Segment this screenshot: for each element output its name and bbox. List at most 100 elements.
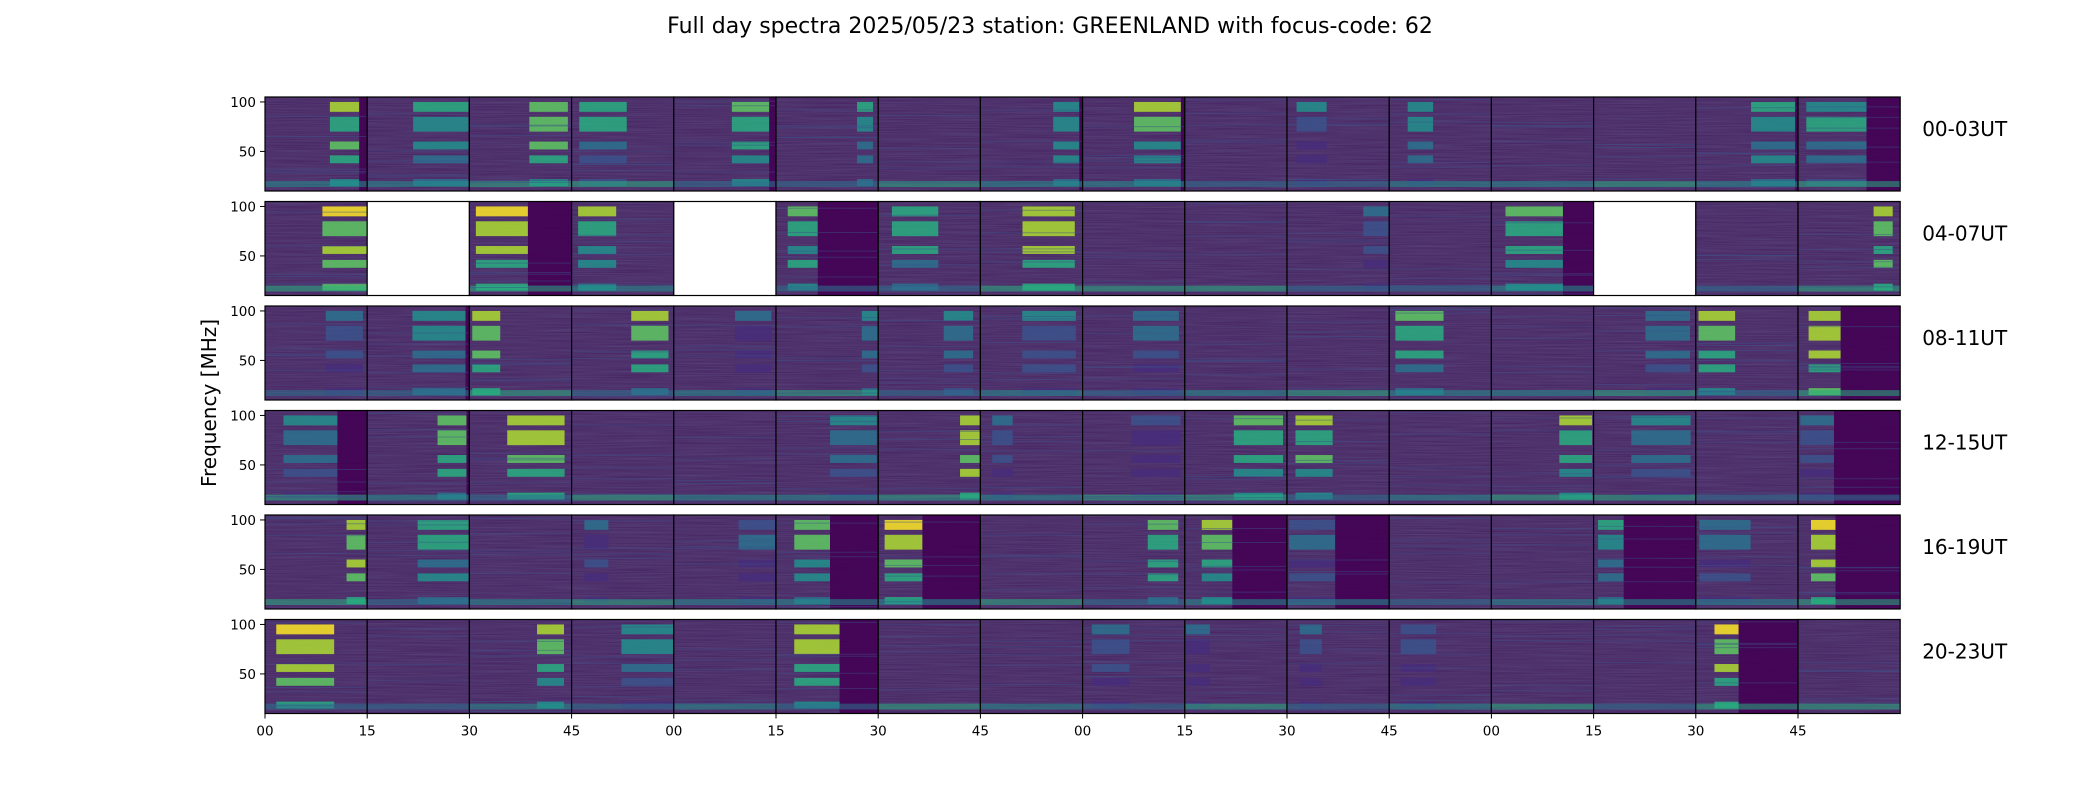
panel-r1-c11 bbox=[1388, 200, 1492, 297]
panel-r2-c11 bbox=[1388, 305, 1492, 401]
burst-band bbox=[579, 116, 627, 132]
panel-r0-c14 bbox=[1695, 96, 1799, 192]
panel-r3-c0 bbox=[264, 409, 368, 506]
burst-band bbox=[621, 664, 674, 672]
panel-r0-c4 bbox=[673, 96, 777, 192]
burst-band bbox=[584, 559, 609, 568]
burst-band bbox=[1407, 101, 1434, 112]
low-freq-band bbox=[980, 181, 1083, 188]
panel-noise bbox=[1593, 619, 1696, 714]
panel-r0-c1 bbox=[366, 96, 471, 192]
panel-noise bbox=[1491, 515, 1594, 609]
panel-r5-c2 bbox=[468, 618, 573, 715]
burst-band bbox=[1505, 221, 1563, 237]
panel-r3-c15 bbox=[1797, 409, 1901, 506]
low-freq-band bbox=[571, 494, 674, 501]
burst-band bbox=[884, 573, 923, 582]
quiet-region bbox=[1840, 306, 1901, 400]
panel-noise bbox=[878, 619, 981, 714]
low-freq-band bbox=[1287, 285, 1390, 292]
low-freq-band bbox=[265, 599, 368, 606]
panel-r0-c2 bbox=[468, 96, 573, 192]
panel-r4-c4 bbox=[673, 514, 777, 610]
burst-band bbox=[857, 101, 874, 112]
panel-r0-c5 bbox=[775, 96, 879, 192]
burst-band bbox=[738, 573, 776, 582]
burst-band bbox=[412, 325, 466, 341]
burst-band bbox=[1091, 664, 1130, 672]
burst-band bbox=[731, 101, 770, 112]
panel-r0-c0 bbox=[264, 96, 368, 192]
quiet-region bbox=[817, 201, 879, 296]
burst-band bbox=[1714, 624, 1739, 635]
x-tick-label: 45 bbox=[1381, 724, 1398, 740]
burst-band bbox=[413, 101, 469, 112]
burst-band bbox=[735, 364, 772, 373]
burst-band bbox=[1134, 155, 1181, 164]
burst-band bbox=[738, 519, 776, 530]
low-freq-band bbox=[980, 390, 1083, 397]
panel-noise bbox=[776, 306, 879, 400]
burst-band bbox=[1022, 310, 1076, 321]
burst-band bbox=[731, 141, 770, 150]
panel-r3-c10 bbox=[1286, 409, 1390, 506]
panel-noise bbox=[1082, 201, 1185, 296]
low-freq-band bbox=[1389, 494, 1492, 501]
burst-band bbox=[1598, 573, 1624, 582]
burst-band bbox=[794, 519, 831, 530]
y-tick-label: 100 bbox=[230, 304, 256, 320]
burst-band bbox=[631, 325, 669, 341]
panel-r4-c5 bbox=[775, 514, 879, 610]
burst-band bbox=[1751, 116, 1796, 132]
burst-band bbox=[1053, 101, 1080, 112]
burst-band bbox=[1185, 639, 1210, 655]
burst-band bbox=[579, 155, 627, 164]
y-tick-label: 50 bbox=[239, 249, 256, 265]
panel-noise bbox=[980, 619, 1083, 714]
panel-r0-c8 bbox=[1081, 96, 1186, 192]
panel-r0-c6 bbox=[877, 96, 982, 192]
burst-band bbox=[1810, 534, 1836, 550]
low-freq-band bbox=[469, 390, 572, 397]
panel-noise bbox=[1695, 201, 1798, 296]
panel-r5-c10 bbox=[1286, 618, 1390, 715]
x-tick-label: 00 bbox=[256, 724, 273, 740]
burst-band bbox=[1295, 468, 1333, 477]
burst-band bbox=[1201, 534, 1233, 550]
burst-band bbox=[537, 664, 565, 672]
burst-band bbox=[1132, 310, 1179, 321]
burst-band bbox=[1505, 246, 1563, 254]
burst-band bbox=[1631, 415, 1691, 426]
panel-noise bbox=[878, 97, 981, 191]
burst-band bbox=[1053, 141, 1080, 150]
burst-band bbox=[329, 155, 360, 164]
panel-r4-c13 bbox=[1592, 514, 1697, 610]
burst-band bbox=[1400, 677, 1437, 686]
quiet-region bbox=[922, 515, 981, 609]
burst-band bbox=[322, 259, 367, 268]
x-tick-label: 15 bbox=[1176, 724, 1193, 740]
low-freq-band bbox=[469, 494, 572, 501]
low-freq-band bbox=[1491, 390, 1594, 397]
burst-band bbox=[437, 430, 467, 446]
panel-r5-c8 bbox=[1081, 618, 1186, 715]
burst-band bbox=[1091, 624, 1130, 635]
burst-band bbox=[413, 155, 469, 164]
low-freq-band bbox=[980, 703, 1083, 710]
panel-r4-c6 bbox=[877, 514, 982, 610]
low-freq-band bbox=[673, 181, 776, 188]
panel-noise bbox=[1593, 97, 1696, 191]
low-freq-band bbox=[1082, 285, 1185, 292]
burst-band bbox=[322, 206, 367, 217]
quiet-region bbox=[1835, 515, 1901, 609]
low-freq-band bbox=[1695, 703, 1798, 710]
low-freq-band bbox=[1082, 599, 1185, 606]
burst-band bbox=[631, 364, 669, 373]
burst-band bbox=[794, 664, 840, 672]
burst-band bbox=[507, 415, 565, 426]
panel-noise bbox=[367, 619, 470, 714]
burst-band bbox=[1395, 364, 1444, 373]
burst-band bbox=[1022, 325, 1076, 341]
burst-band bbox=[1289, 534, 1336, 550]
